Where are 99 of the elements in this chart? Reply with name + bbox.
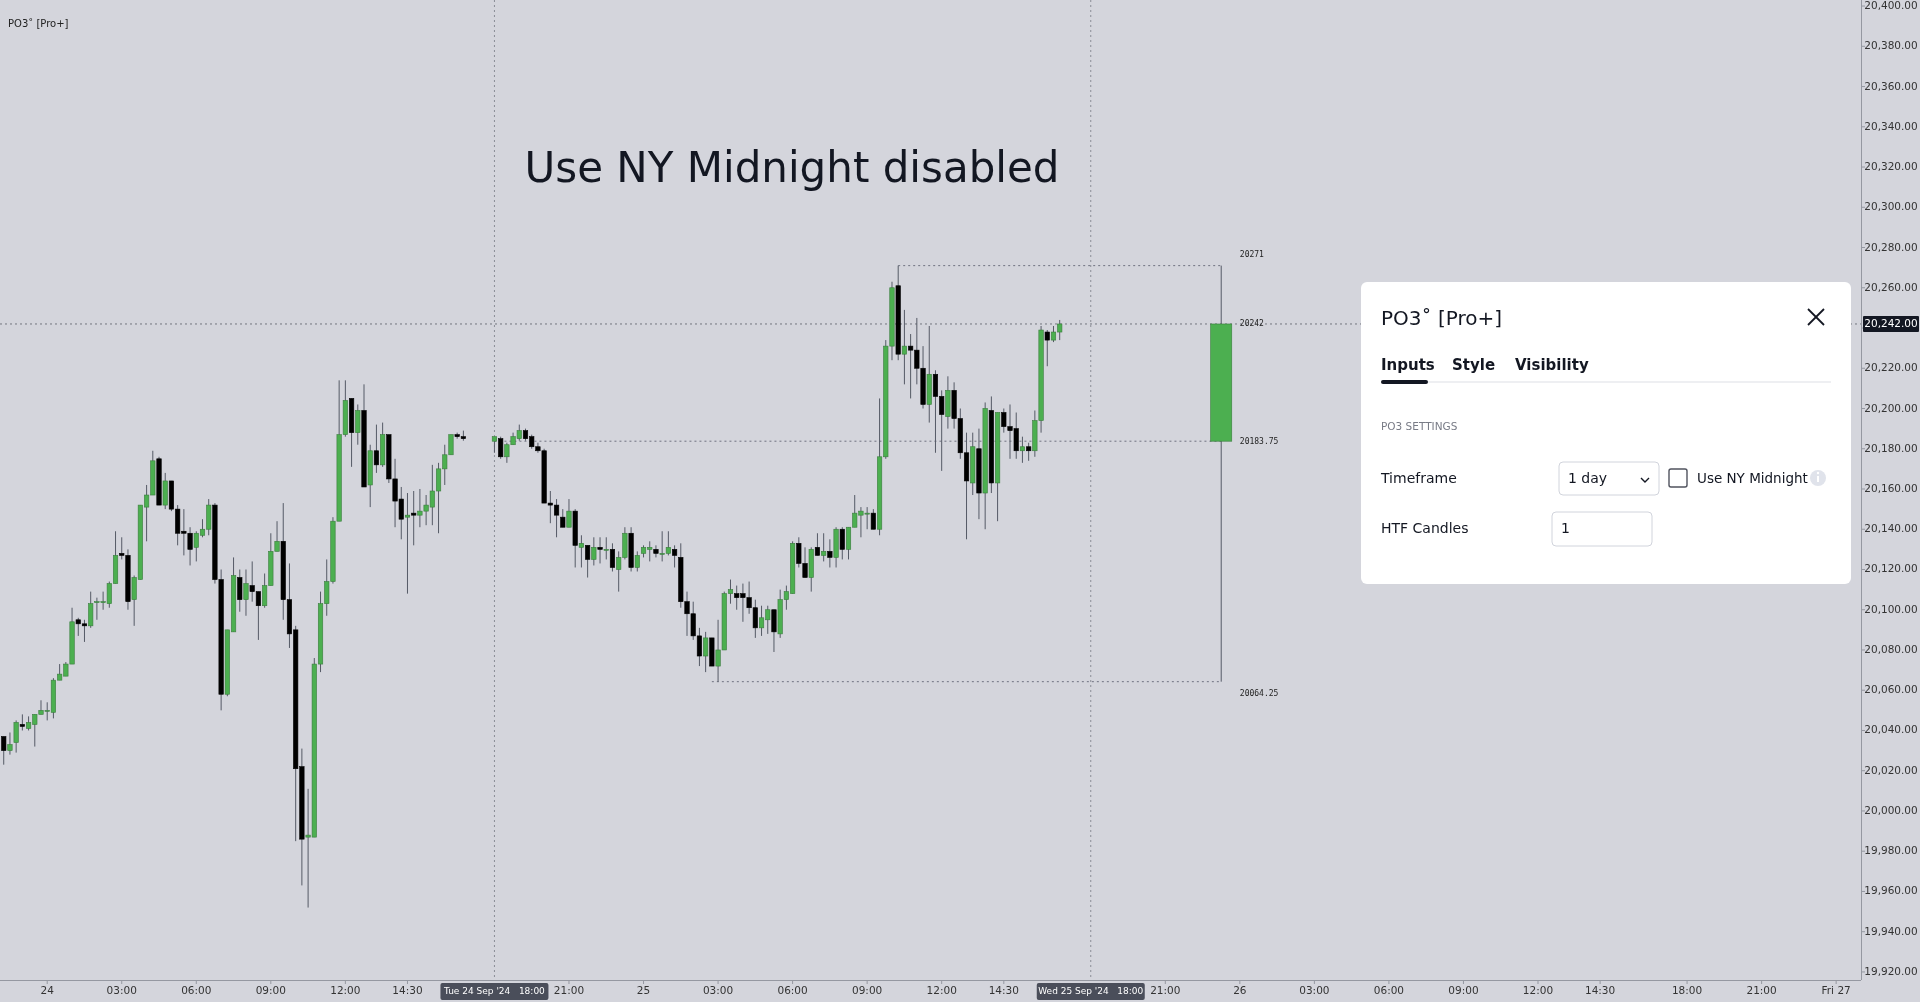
x-tick-label: 26 <box>1233 984 1247 996</box>
x-tick-label: 12:00 <box>926 984 957 996</box>
x-tick-label: Fri 27 <box>1821 984 1851 996</box>
candlestick <box>672 544 678 568</box>
annotation: 20064.25 <box>1239 689 1279 699</box>
x-tick-label: 03:00 <box>106 984 137 996</box>
x-tick-label: 24 <box>40 984 55 996</box>
x-tick-label: 09:00 <box>1448 984 1479 996</box>
x-tick-label: 06:00 <box>181 984 212 996</box>
annotation: Use NY Midnight <box>1697 470 1808 486</box>
ref-line-label: Tue 24 Sep '24 18:00 <box>443 986 546 996</box>
y-tick-label: 20,180.00 <box>1864 441 1918 454</box>
annotation: Timeframe <box>1380 470 1457 486</box>
y-tick-label: 20,000.00 <box>1864 803 1918 816</box>
y-tick-label: 19,920.00 <box>1864 964 1918 977</box>
y-tick-label: 20,080.00 <box>1864 642 1918 655</box>
annotation: Inputs <box>1381 356 1435 374</box>
y-tick-label: 20,020.00 <box>1864 763 1918 776</box>
y-tick-label: 20,380.00 <box>1864 39 1918 52</box>
y-tick-label: 20,260.00 <box>1864 280 1918 293</box>
candlestick <box>355 403 361 446</box>
ref-line-label: Wed 25 Sep '24 18:00 <box>1038 986 1144 996</box>
candlestick <box>7 731 13 756</box>
candlestick <box>653 544 659 558</box>
x-tick-label: 21:00 <box>1746 984 1777 996</box>
annotation: PO3˚ [Pro+] <box>1381 306 1502 330</box>
x-tick-label: 14:30 <box>392 984 423 996</box>
candlestick <box>566 498 572 528</box>
candlestick <box>597 536 603 564</box>
y-tick-label: 19,960.00 <box>1864 884 1918 897</box>
candlestick <box>1019 436 1025 464</box>
annotation: 20242 <box>1239 319 1265 329</box>
y-tick-label: 20,200.00 <box>1864 401 1918 414</box>
annotation: Visibility <box>1515 356 1589 374</box>
candlestick <box>1 736 7 766</box>
x-tick-label: 06:00 <box>1373 984 1405 996</box>
candlestick <box>771 609 777 653</box>
candlestick <box>901 309 907 385</box>
candlestick <box>870 508 876 530</box>
candlestick <box>373 424 379 474</box>
x-tick-label: 18:00 <box>1671 984 1703 996</box>
y-tick-label: 20,140.00 <box>1864 522 1918 535</box>
candlestick <box>827 538 833 568</box>
candlestick <box>634 550 640 572</box>
annotation: Style <box>1452 356 1496 374</box>
x-tick-label: 14:30 <box>988 984 1019 996</box>
candlestick <box>404 492 411 595</box>
y-tick-label: 20,160.00 <box>1864 481 1918 494</box>
y-tick-label: 20,060.00 <box>1864 683 1918 696</box>
y-tick-label: 20,360.00 <box>1864 79 1918 92</box>
x-tick-label: 14:30 <box>1584 984 1616 996</box>
candlestick <box>237 568 243 613</box>
annotation: HTF Candles <box>1381 520 1469 536</box>
candlestick <box>1026 442 1032 462</box>
annotation: 1 <box>1561 520 1570 536</box>
x-tick-label: 12:00 <box>330 984 361 996</box>
ref-line-label: 20,242.00 <box>1864 316 1918 329</box>
annotation: 20183.75 <box>1239 436 1279 446</box>
x-tick-label: 09:00 <box>255 984 286 996</box>
candlestick <box>560 508 566 528</box>
x-tick-label: 03:00 <box>1299 984 1330 996</box>
candlestick <box>88 591 94 629</box>
y-tick-label: 20,100.00 <box>1864 602 1918 615</box>
candlestick <box>814 532 820 556</box>
text: Use NY Midnight disabled <box>524 142 1060 192</box>
candlestick <box>821 532 827 562</box>
x-tick-label: 09:00 <box>852 984 883 996</box>
candlestick <box>13 719 19 754</box>
x-tick-label: 21:00 <box>1150 984 1181 996</box>
candlestick <box>1044 329 1050 367</box>
y-tick-label: 20,040.00 <box>1864 723 1918 736</box>
candlestick <box>411 490 417 546</box>
x-tick-label: 25 <box>636 984 651 996</box>
candlestick <box>498 436 504 460</box>
y-tick-label: 20,320.00 <box>1864 160 1918 173</box>
y-tick-label: 20,280.00 <box>1864 240 1918 253</box>
candlestick <box>243 568 249 617</box>
y-tick-label: 20,400.00 <box>1864 0 1918 12</box>
x-tick-label: 12:00 <box>1522 984 1554 996</box>
candlestick <box>703 631 709 673</box>
y-tick-label: 20,340.00 <box>1864 119 1918 132</box>
y-tick-label: 20,220.00 <box>1864 361 1918 374</box>
y-tick-label: 20,300.00 <box>1864 200 1918 213</box>
x-tick-label: 21:00 <box>553 984 585 996</box>
annotation: 20271 <box>1239 250 1265 260</box>
y-tick-label: 19,940.00 <box>1864 924 1918 937</box>
annotation: PO3 SETTINGS <box>1381 420 1458 432</box>
candlestick <box>609 542 615 572</box>
annotation: 1 day <box>1568 470 1608 486</box>
candlestick <box>578 534 584 568</box>
y-tick-label: 19,980.00 <box>1864 844 1918 857</box>
candlestick <box>585 544 591 579</box>
x-tick-label: 06:00 <box>777 984 808 996</box>
candlestick <box>839 526 845 560</box>
y-tick-label: 20,120.00 <box>1864 562 1918 575</box>
annotation: PO3˚ [Pro+] <box>8 18 69 29</box>
candlestick <box>603 536 609 560</box>
candlestick <box>591 536 597 566</box>
x-tick-label: 03:00 <box>702 984 734 996</box>
